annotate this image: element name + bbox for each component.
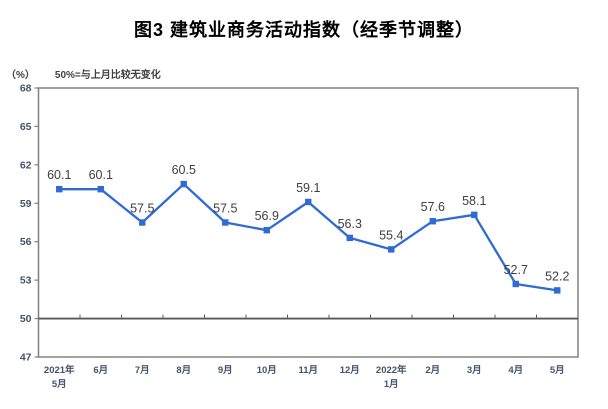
data-point-marker <box>305 198 312 206</box>
x-tick-label: 2021年 <box>44 364 75 376</box>
data-label: 60.1 <box>89 168 113 182</box>
x-tick-label: 2022年 <box>376 364 407 376</box>
data-point-marker <box>554 287 561 294</box>
y-tick-label: 65 <box>20 121 32 133</box>
y-tick-label: 59 <box>20 198 32 210</box>
data-point-marker <box>222 219 229 226</box>
y-tick-label: 62 <box>20 159 32 171</box>
x-tick-label: 5月 <box>550 365 565 376</box>
data-label: 59.1 <box>296 181 320 195</box>
y-axis-unit-label: （%） <box>6 70 35 81</box>
data-point-marker <box>471 211 478 219</box>
y-tick-label: 68 <box>20 83 32 95</box>
data-label: 52.2 <box>545 269 569 283</box>
data-label: 56.3 <box>338 217 362 231</box>
data-label: 60.5 <box>172 163 196 177</box>
chart-title: 图3 建筑业商务活动指数（经季节调整） <box>133 20 474 40</box>
plot-frame <box>37 87 579 358</box>
x-tick-label: 11月 <box>298 365 318 376</box>
data-point-marker <box>429 218 436 225</box>
data-point-marker <box>346 234 353 242</box>
x-tick-label: 10月 <box>257 365 277 376</box>
x-tick-label: 5月 <box>52 379 67 390</box>
x-tick-label: 8月 <box>176 365 191 376</box>
data-point-marker <box>512 280 519 288</box>
y-tick-label: 56 <box>20 236 32 248</box>
data-point-marker <box>56 185 63 193</box>
y-tick-label: 53 <box>20 275 32 287</box>
reference-note: 50%=与上月比较无变化 <box>54 70 161 81</box>
x-tick-label: 6月 <box>93 365 108 376</box>
y-tick-label: 47 <box>20 352 32 364</box>
data-label: 57.5 <box>213 202 237 216</box>
x-tick-label: 2月 <box>425 365 440 376</box>
data-point-marker <box>97 185 104 193</box>
x-tick-label: 1月 <box>384 379 399 390</box>
chart-subtitle: （%） 50%=与上月比较无变化 <box>6 66 161 81</box>
data-label: 58.1 <box>462 194 486 208</box>
x-tick-label: 3月 <box>467 365 482 376</box>
data-label: 57.6 <box>421 200 445 214</box>
data-label: 55.4 <box>379 228 403 242</box>
data-label: 57.5 <box>130 202 154 216</box>
x-tick-label: 9月 <box>218 365 233 376</box>
data-label: 56.9 <box>255 209 279 223</box>
x-tick-label: 12月 <box>340 365 360 376</box>
data-point-marker <box>263 226 270 234</box>
data-point-marker <box>180 180 187 188</box>
x-tick-label: 7月 <box>135 365 150 376</box>
y-tick-label: 50 <box>20 313 32 325</box>
data-point-marker <box>388 246 395 253</box>
data-label: 60.1 <box>47 168 71 182</box>
data-label: 52.7 <box>504 263 528 277</box>
data-point-marker <box>139 219 146 226</box>
x-tick-label: 4月 <box>508 365 523 376</box>
